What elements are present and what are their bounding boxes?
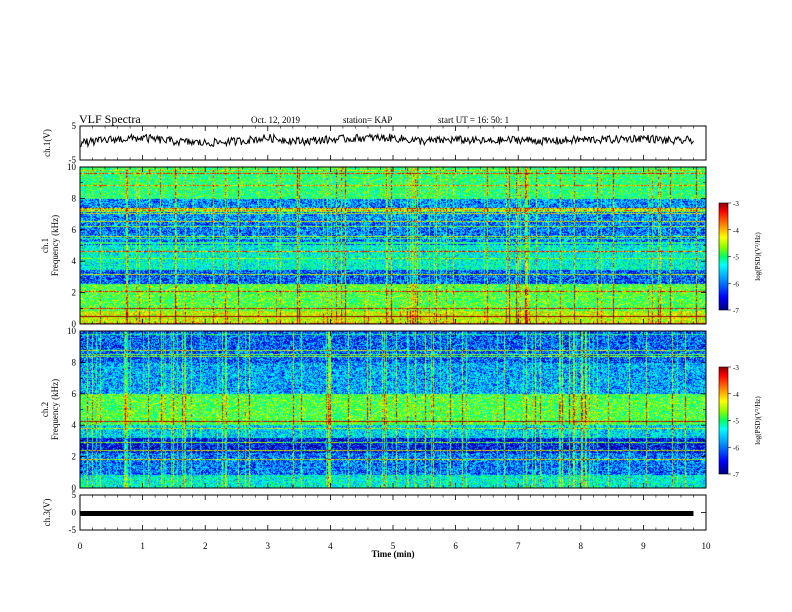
y-tick-label: 10	[67, 162, 77, 172]
x-tick-label: 0	[78, 541, 83, 551]
y-axis-label: ch.2	[40, 402, 50, 417]
y-tick-label: 0	[72, 483, 77, 493]
colorbar	[718, 366, 729, 475]
colorbar-tick-label: -5	[733, 418, 739, 426]
panel-frame	[79, 125, 707, 161]
start-time-label: start UT = 16: 50: 1	[438, 115, 510, 125]
colorbar-tick-label: -4	[733, 227, 739, 235]
colorbar-label: log(PSD)(V²/Hz)	[754, 396, 762, 445]
y-tick-label: 5	[72, 490, 77, 500]
colorbar-tick-label: -7	[733, 307, 739, 315]
x-tick-label: 6	[453, 541, 458, 551]
x-tick-label: 4	[328, 541, 333, 551]
colorbar-tick-label: -3	[733, 200, 739, 208]
colorbar-label: log(PSD)(V²/Hz)	[754, 232, 762, 281]
y-axis-label: ch.1(V)	[42, 129, 52, 157]
y-tick-label: 6	[72, 389, 77, 399]
colorbar-tick-label: -6	[733, 280, 739, 288]
colorbar	[718, 202, 729, 311]
colorbar-tick-label: -3	[733, 364, 739, 372]
y-axis-label: Frequency (kHz)	[50, 379, 60, 440]
panel-frame	[79, 166, 707, 325]
colorbar-tick-label: -5	[733, 254, 739, 262]
y-tick-label: 8	[72, 357, 77, 367]
y-axis-label: Frequency (kHz)	[50, 215, 60, 276]
y-tick-label: 0	[72, 319, 77, 329]
y-tick-label: -5	[69, 155, 77, 165]
y-tick-label: -5	[69, 525, 77, 535]
y-tick-label: 5	[72, 121, 77, 131]
ch1-trace	[79, 132, 694, 149]
y-axis-label: ch.3(V)	[42, 499, 52, 527]
colorbar-tick-label: -6	[733, 444, 739, 452]
x-tick-label: 1	[140, 541, 145, 551]
y-tick-label: 6	[72, 225, 77, 235]
x-tick-label: 3	[266, 541, 271, 551]
date-label: Oct. 12, 2019	[251, 115, 300, 125]
y-tick-label: 2	[72, 288, 77, 298]
y-tick-label: 10	[67, 326, 77, 336]
y-tick-label: 8	[72, 193, 77, 203]
y-tick-label: 4	[72, 256, 77, 266]
ch1-spectrogram	[80, 167, 706, 324]
y-tick-label: 4	[72, 420, 77, 430]
x-tick-label: 5	[391, 541, 396, 551]
x-tick-label: 2	[203, 541, 208, 551]
x-tick-label: 7	[516, 541, 521, 551]
y-tick-label: 0	[72, 508, 77, 518]
y-axis-label: ch.1	[40, 238, 50, 253]
figure-title: VLF Spectra	[79, 112, 141, 126]
x-axis-label: Time (min)	[371, 549, 414, 559]
colorbar-tick-label: -4	[733, 391, 739, 399]
panel-frame	[79, 330, 707, 489]
y-tick-label: 2	[72, 452, 77, 462]
station-label: station= KAP	[343, 115, 393, 125]
x-tick-label: 8	[579, 541, 584, 551]
ch2-spectrogram	[80, 331, 706, 488]
x-tick-label: 9	[641, 541, 646, 551]
x-tick-label: 10	[702, 541, 712, 551]
colorbar-tick-label: -7	[733, 471, 739, 479]
